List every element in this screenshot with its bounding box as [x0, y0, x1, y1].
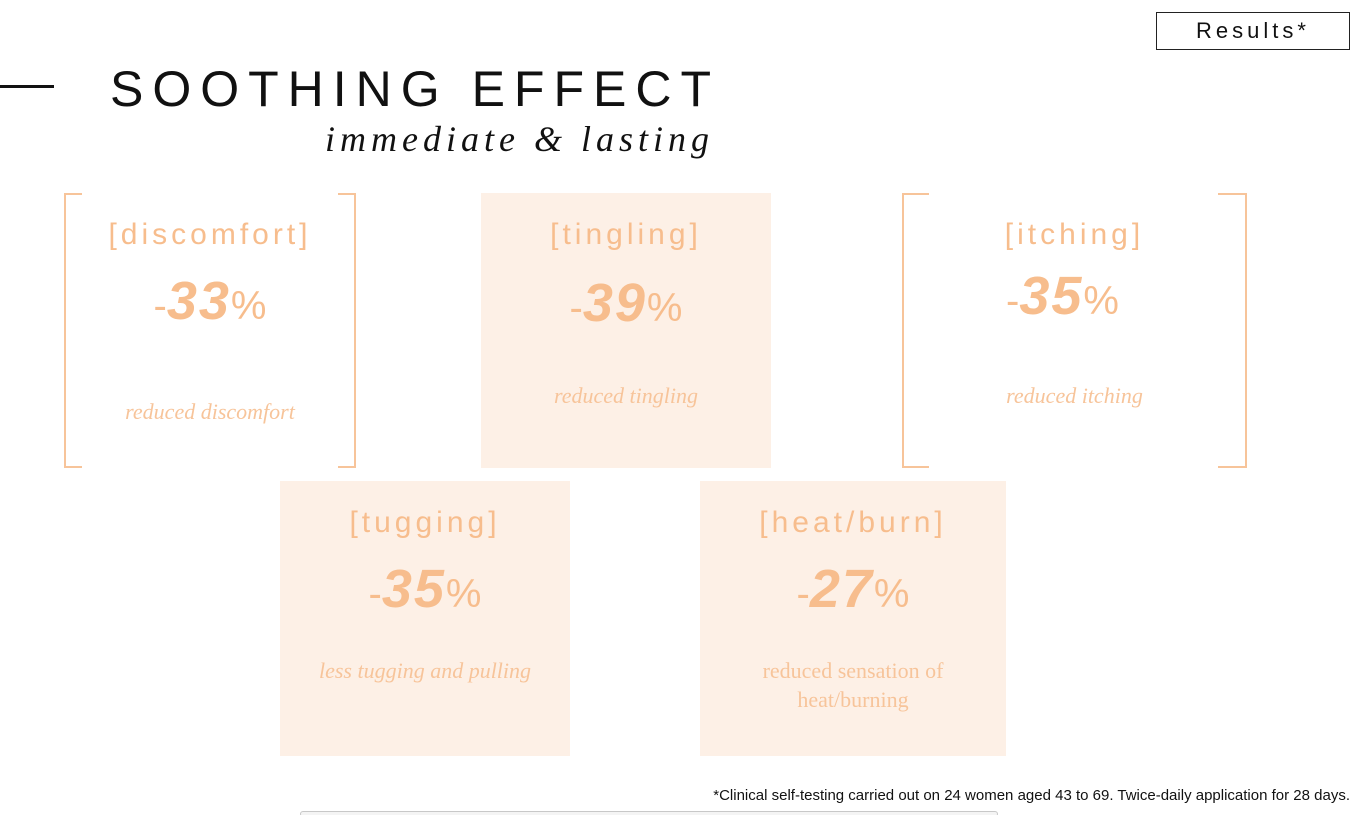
results-button[interactable]: Results* — [1156, 12, 1350, 50]
card-heat-burn: [heat/burn] -27% reduced sensation of he… — [700, 481, 1006, 756]
card-description: reduced tingling — [554, 383, 698, 408]
right-bracket — [338, 193, 356, 468]
card-label: [itching] — [1004, 218, 1145, 251]
right-bracket — [1218, 193, 1247, 468]
card-value: -35% — [890, 265, 1235, 327]
title-accent-line — [0, 85, 54, 88]
card-description: reduced discomfort — [125, 399, 295, 424]
card-description: reduced itching — [1006, 383, 1143, 408]
card-tugging: [tugging] -35% less tugging and pulling — [280, 481, 570, 756]
card-label: [discomfort] — [108, 218, 312, 251]
value-sign: - — [796, 572, 810, 616]
card-description: reduced sensation of heat/burning — [700, 656, 1006, 714]
value-unit: % — [873, 572, 910, 616]
card-label: [heat/burn] — [759, 506, 947, 539]
card-description-line: heat/burning — [797, 687, 909, 712]
left-bracket — [902, 193, 929, 468]
value-sign: - — [368, 572, 382, 616]
value-number: 35 — [1019, 266, 1084, 326]
card-value: -39% — [481, 272, 771, 334]
card-label: [tugging] — [349, 506, 501, 539]
card-label: [tingling] — [550, 218, 702, 251]
card-description: less tugging and pulling — [318, 658, 532, 683]
card-value: -33% — [64, 270, 356, 332]
value-number: 27 — [809, 559, 874, 619]
value-sign: - — [153, 284, 167, 328]
card-value: -27% — [700, 558, 1006, 620]
card-tingling: [tingling] -39% reduced tingling — [481, 193, 771, 468]
card-itching: [itching] -35% reduced itching — [902, 193, 1247, 468]
value-number: 35 — [381, 559, 446, 619]
value-unit: % — [646, 286, 683, 330]
value-sign: - — [569, 286, 583, 330]
value-unit: % — [1083, 279, 1119, 323]
left-bracket — [64, 193, 82, 468]
card-discomfort: [discomfort] -33% reduced discomfort — [64, 193, 356, 468]
value-number: 39 — [582, 273, 647, 333]
value-number: 33 — [166, 271, 231, 331]
value-sign: - — [1006, 279, 1020, 323]
page-title: SOOTHING EFFECT — [110, 61, 720, 117]
card-value: -35% — [280, 558, 570, 620]
card-description-line: reduced sensation of — [762, 658, 944, 683]
value-unit: % — [230, 284, 267, 328]
value-unit: % — [445, 572, 482, 616]
footnote: *Clinical self-testing carried out on 24… — [713, 787, 1350, 804]
horizontal-scrollbar[interactable] — [300, 811, 998, 815]
page-subtitle: immediate & lasting — [325, 119, 714, 159]
